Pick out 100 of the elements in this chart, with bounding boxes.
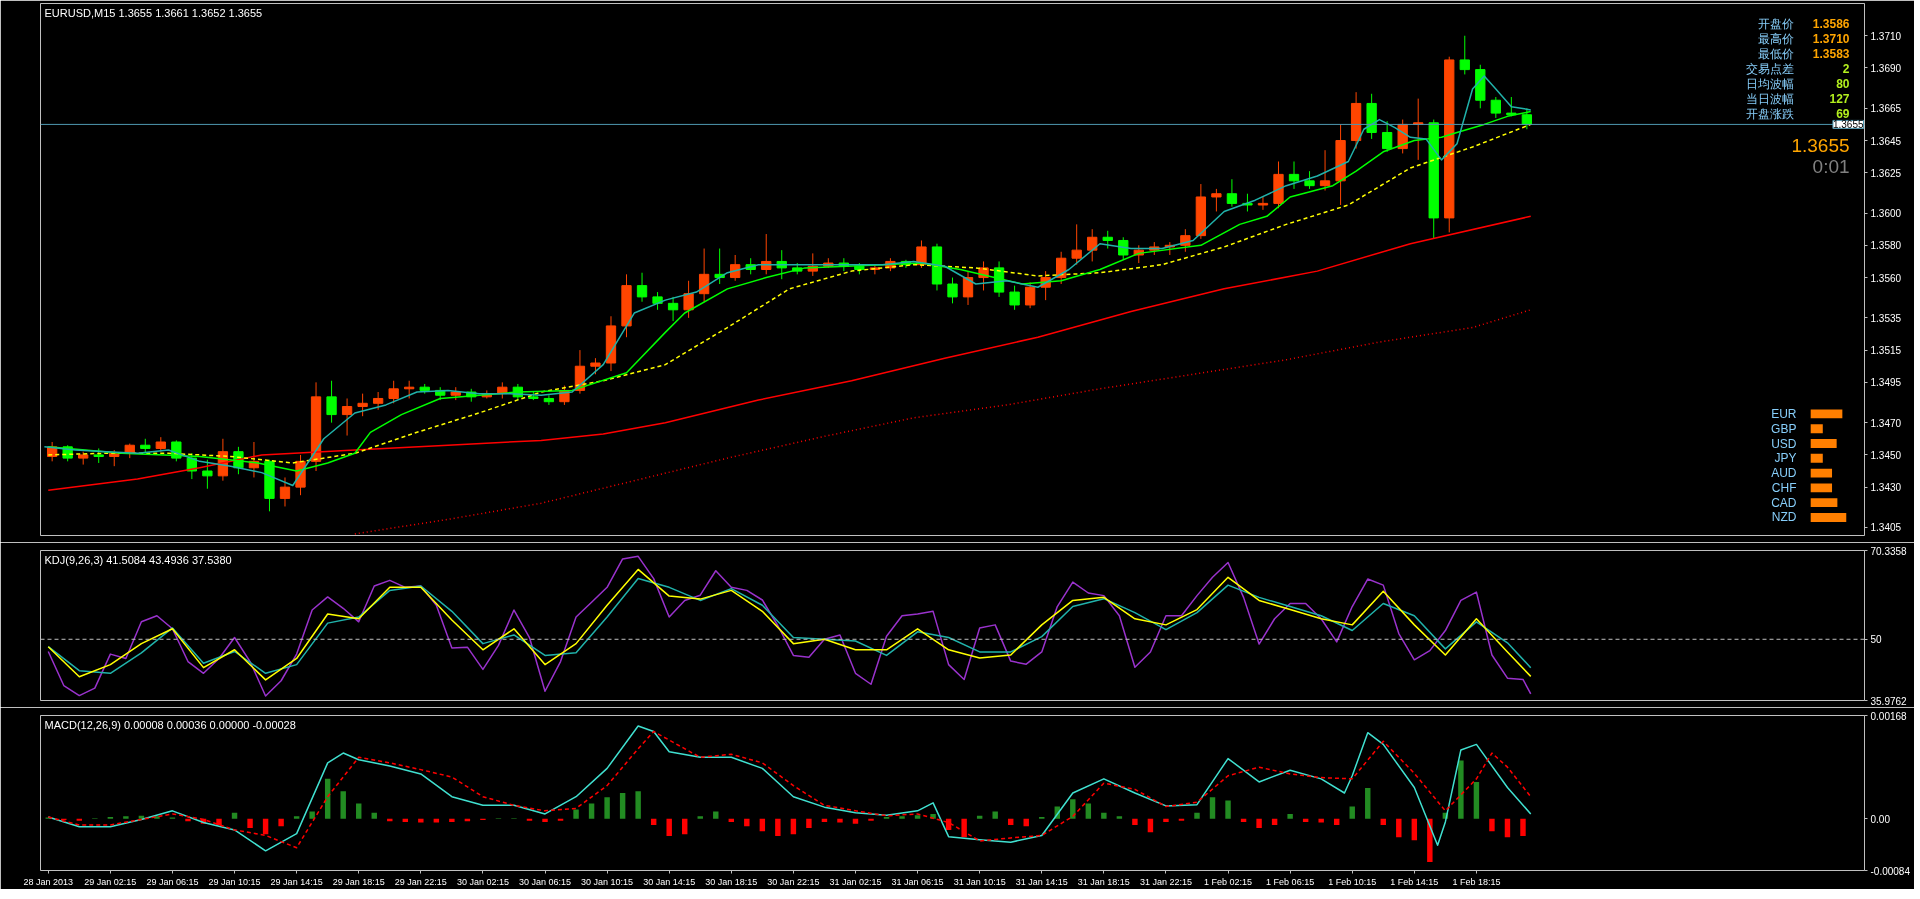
annotation: 最低价 — [1757, 46, 1794, 61]
line-series — [47, 555, 1532, 697]
candlestick — [543, 394, 555, 406]
bar — [1380, 818, 1386, 825]
bar — [992, 811, 998, 819]
y-tick-label: 1.3470 — [1870, 417, 1902, 429]
candlestick — [962, 270, 974, 306]
candlestick — [667, 296, 679, 322]
bar — [1810, 424, 1823, 434]
bar — [1810, 468, 1833, 478]
y-tick-label: USD — [1771, 436, 1797, 451]
bar — [1116, 816, 1123, 819]
x-tick-label: 29 Jan 14:15 — [270, 876, 323, 887]
bar — [837, 818, 843, 823]
bar — [650, 818, 657, 825]
bar — [216, 818, 222, 825]
y-tick-label: 1.3535 — [1870, 312, 1902, 324]
bar — [293, 816, 300, 819]
x-tick-label: 30 Jan 22:15 — [767, 876, 820, 887]
bar — [697, 816, 703, 819]
bar — [961, 818, 967, 838]
y-tick-label: 1.3690 — [1870, 62, 1902, 74]
bar — [340, 791, 346, 819]
line-series — [354, 309, 1532, 535]
bar — [356, 803, 362, 819]
x-tick-label: 29 Jan 06:15 — [146, 876, 199, 887]
candlestick — [326, 380, 337, 424]
annotation: 2 — [1842, 62, 1850, 76]
annotation: 0:01 — [1812, 156, 1850, 177]
bar — [418, 818, 424, 823]
candlestick — [1382, 120, 1393, 153]
candlestick — [1118, 236, 1129, 261]
y-tick-label: 1.3405 — [1870, 522, 1902, 534]
bar — [309, 811, 315, 819]
y-tick-label: -0.00084 — [1870, 865, 1911, 877]
bar — [1256, 818, 1262, 829]
bar — [371, 812, 377, 819]
bar — [1070, 799, 1076, 819]
annotation: 日均波幅 — [1745, 76, 1794, 91]
x-tick-label: 31 Jan 18:15 — [1077, 876, 1130, 887]
bar — [1163, 818, 1169, 822]
y-tick-label: 1.3665 — [1870, 103, 1902, 115]
candlestick — [1226, 178, 1238, 208]
bar — [759, 818, 766, 832]
bar — [775, 818, 781, 837]
x-tick-label: 1 Feb 18:15 — [1452, 876, 1501, 887]
bar — [1333, 818, 1340, 825]
x-tick-label: 30 Jan 18:15 — [705, 876, 758, 887]
bar — [123, 816, 129, 819]
bar — [1810, 513, 1847, 522]
bar — [914, 815, 921, 819]
bar — [247, 818, 253, 829]
x-tick-label: 30 Jan 06:15 — [518, 876, 572, 887]
x-tick-label: 31 Jan 06:15 — [891, 876, 944, 887]
ref-line-label: 1.3655 — [1832, 119, 1864, 131]
bar — [1132, 818, 1138, 825]
bar — [1101, 812, 1107, 819]
candlestick — [1009, 285, 1020, 311]
candlestick — [1490, 96, 1501, 119]
x-tick-label: 1 Feb 06:15 — [1266, 876, 1315, 887]
y-tick-label: EUR — [1771, 406, 1797, 421]
bar — [1271, 818, 1278, 825]
annotation: 1.3710 — [1812, 32, 1850, 46]
x-tick-label: 1 Feb 10:15 — [1328, 876, 1377, 887]
x-tick-label: 31 Jan 02:15 — [829, 876, 882, 887]
y-tick-label: 1.3710 — [1870, 30, 1902, 42]
chart-title: EURUSD,M15 1.3655 1.3661 1.3652 1.3655 — [44, 6, 263, 19]
bar — [852, 818, 859, 824]
y-tick-label: 1.3600 — [1870, 208, 1902, 220]
candlestick — [1319, 149, 1331, 192]
x-tick-label: 31 Jan 14:15 — [1015, 876, 1068, 887]
candlestick — [761, 233, 772, 275]
y-tick-label: 0.00168 — [1870, 710, 1908, 722]
bar — [278, 818, 284, 827]
x-tick-label: 31 Jan 10:15 — [953, 876, 1006, 887]
x-tick-label: 30 Jan 02:15 — [456, 876, 509, 887]
annotation: 开盘涨跌 — [1745, 106, 1794, 121]
bar — [1810, 498, 1838, 508]
bar — [1427, 818, 1433, 862]
x-tick-label: 29 Jan 18:15 — [332, 876, 385, 887]
candlestick — [1071, 223, 1082, 266]
x-tick-label: 28 Jan 2013 — [23, 876, 74, 887]
bar — [1085, 803, 1092, 819]
bar — [1349, 806, 1355, 819]
y-tick-label: 1.3645 — [1870, 135, 1902, 147]
bar — [1458, 760, 1464, 819]
y-tick-label: NZD — [1771, 510, 1797, 525]
y-tick-label: 50 — [1870, 634, 1883, 646]
bar — [1008, 818, 1014, 825]
y-tick-label: 1.3560 — [1870, 272, 1902, 284]
annotation: 开盘价 — [1757, 16, 1794, 31]
bar — [1520, 818, 1526, 837]
annotation: 交易点差 — [1745, 61, 1794, 76]
annotation: 1.3586 — [1812, 17, 1850, 31]
x-tick-label: 29 Jan 22:15 — [394, 876, 447, 887]
candlestick — [947, 277, 958, 304]
bar — [231, 812, 238, 819]
annotation: 127 — [1829, 92, 1850, 106]
y-tick-label: 1.3450 — [1870, 449, 1902, 461]
x-tick-label: 30 Jan 14:15 — [643, 876, 696, 887]
